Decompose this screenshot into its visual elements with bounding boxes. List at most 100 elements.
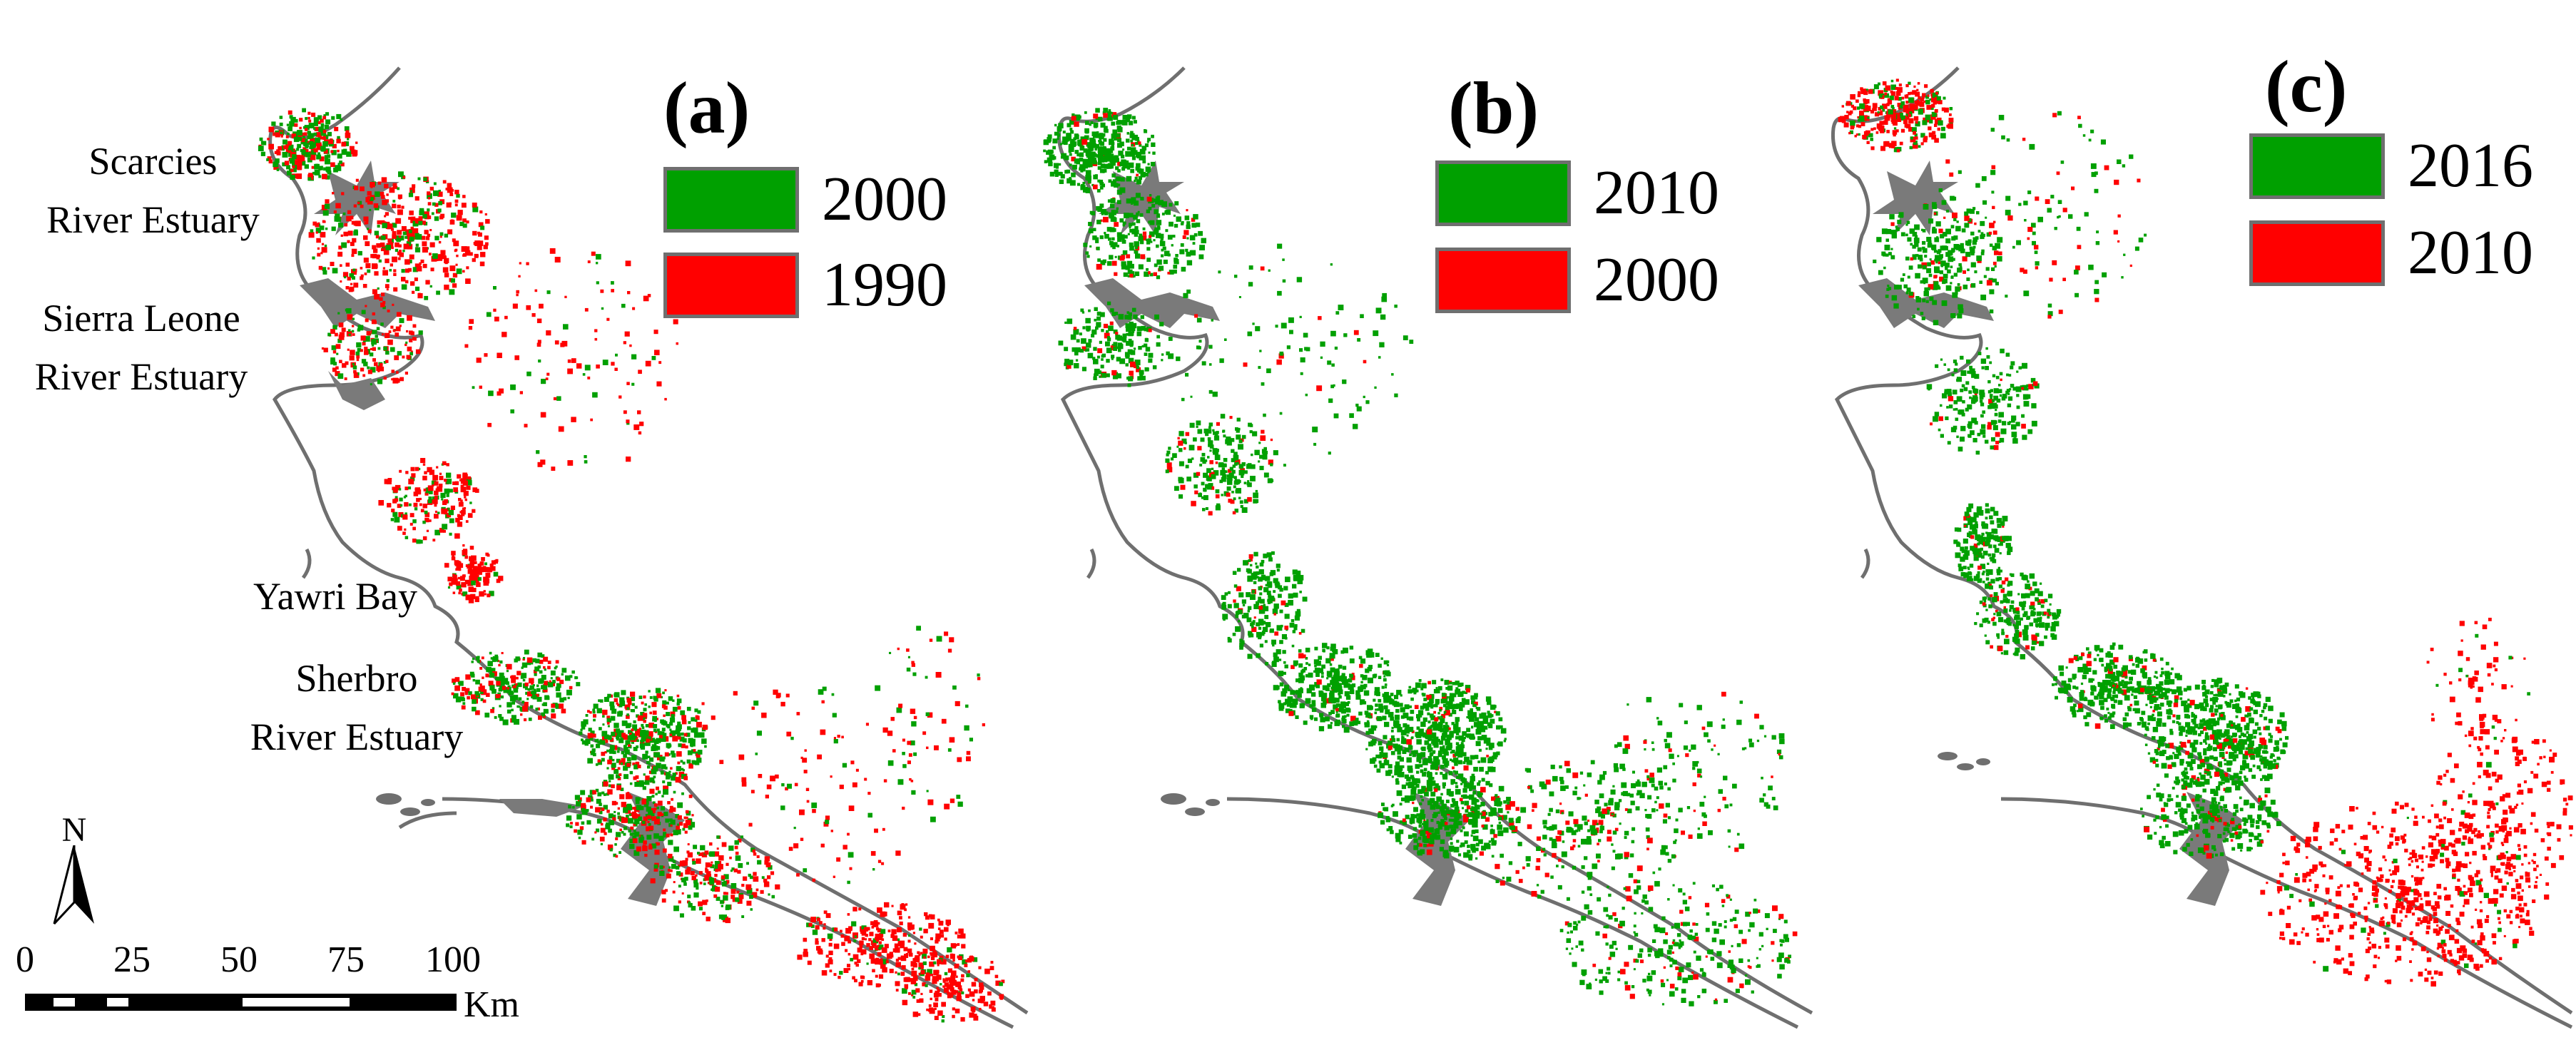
change-pixel — [382, 305, 386, 310]
change-pixel — [1099, 179, 1104, 184]
change-pixel — [543, 708, 549, 714]
change-pixel — [447, 229, 453, 235]
change-pixel — [676, 342, 678, 345]
change-pixel — [847, 880, 850, 885]
change-pixel — [1334, 720, 1340, 726]
change-pixel — [1400, 707, 1405, 713]
change-pixel — [447, 576, 452, 582]
change-pixel — [1275, 583, 1281, 588]
change-pixel — [611, 758, 615, 762]
change-pixel — [308, 173, 313, 178]
change-pixel — [648, 843, 652, 847]
change-pixel — [352, 365, 357, 369]
change-pixel — [322, 270, 327, 275]
change-pixel — [897, 957, 901, 960]
change-pixel — [1111, 357, 1114, 360]
change-pixel — [628, 813, 631, 816]
change-pixel — [1081, 139, 1088, 145]
change-pixel — [538, 360, 541, 363]
change-pixel — [571, 358, 576, 363]
change-pixel — [1427, 681, 1431, 685]
change-pixel — [330, 262, 335, 266]
change-pixel — [333, 210, 337, 214]
change-pixel — [1115, 156, 1119, 159]
change-pixel — [1110, 111, 1113, 115]
change-pixel — [1218, 462, 1223, 468]
change-pixel — [1444, 725, 1450, 731]
change-pixel — [833, 973, 837, 977]
change-pixel — [666, 873, 671, 879]
change-pixel — [1111, 369, 1117, 376]
change-pixel — [611, 731, 616, 736]
change-pixel — [1384, 758, 1388, 761]
change-pixel — [1338, 695, 1342, 699]
change-pixel — [515, 683, 518, 686]
change-pixel — [657, 800, 663, 806]
change-pixel — [684, 877, 688, 881]
change-pixel — [376, 365, 382, 371]
change-pixel — [440, 255, 444, 259]
change-pixel — [1166, 450, 1171, 454]
change-pixel — [1390, 716, 1395, 721]
change-pixel — [1104, 148, 1109, 153]
change-pixel — [1176, 216, 1181, 222]
change-pixel — [1256, 653, 1261, 658]
change-pixel — [1102, 259, 1106, 263]
change-pixel — [676, 702, 680, 706]
change-pixel — [843, 968, 849, 973]
change-pixel — [869, 953, 875, 959]
change-pixel — [539, 670, 543, 674]
change-pixel — [1335, 698, 1339, 702]
change-pixel — [287, 132, 290, 136]
change-pixel — [310, 147, 315, 152]
change-pixel — [1178, 476, 1183, 481]
change-pixel — [471, 661, 474, 663]
change-pixel — [471, 580, 476, 586]
change-pixel — [1363, 700, 1367, 705]
change-pixel — [357, 347, 362, 352]
change-pixel — [1475, 706, 1478, 710]
change-pixel — [1091, 131, 1097, 136]
change-pixel — [1367, 648, 1373, 654]
change-pixel — [852, 976, 855, 980]
change-pixel — [631, 728, 634, 732]
change-pixel — [1071, 113, 1075, 117]
change-pixel — [1290, 665, 1295, 669]
change-pixel — [915, 955, 920, 961]
change-pixel — [1278, 705, 1284, 711]
change-pixel — [943, 987, 950, 993]
change-pixel — [1116, 357, 1121, 362]
change-pixel — [1089, 210, 1094, 215]
change-pixel — [555, 703, 561, 709]
change-pixel — [815, 925, 820, 930]
change-pixel — [860, 952, 864, 956]
change-pixel — [467, 487, 469, 490]
change-pixel — [670, 820, 676, 825]
change-pixel — [626, 757, 631, 762]
change-pixel — [656, 763, 661, 768]
change-pixel — [308, 133, 314, 139]
change-pixel — [1224, 592, 1228, 596]
change-pixel — [1394, 714, 1400, 720]
change-pixel — [427, 499, 432, 504]
change-pixel — [484, 235, 489, 240]
change-pixel — [1168, 447, 1171, 450]
change-pixel — [880, 962, 886, 968]
scale-tick-label: 50 — [220, 939, 258, 980]
change-pixel — [1228, 591, 1231, 594]
change-pixel — [292, 165, 295, 168]
change-pixel — [1106, 343, 1109, 347]
change-pixel — [1066, 318, 1073, 325]
change-pixel — [1136, 331, 1142, 337]
change-pixel — [1116, 133, 1121, 138]
change-pixel — [1397, 745, 1402, 751]
change-pixel — [927, 799, 934, 805]
change-pixel — [576, 800, 581, 807]
change-pixel — [385, 245, 391, 250]
change-pixel — [616, 774, 620, 779]
change-pixel — [1158, 200, 1164, 205]
change-pixel — [1252, 620, 1256, 623]
scale-bar: 0 25 50 75 100 Km — [0, 934, 542, 1024]
change-pixel — [1106, 347, 1112, 354]
change-pixel — [1106, 337, 1111, 342]
